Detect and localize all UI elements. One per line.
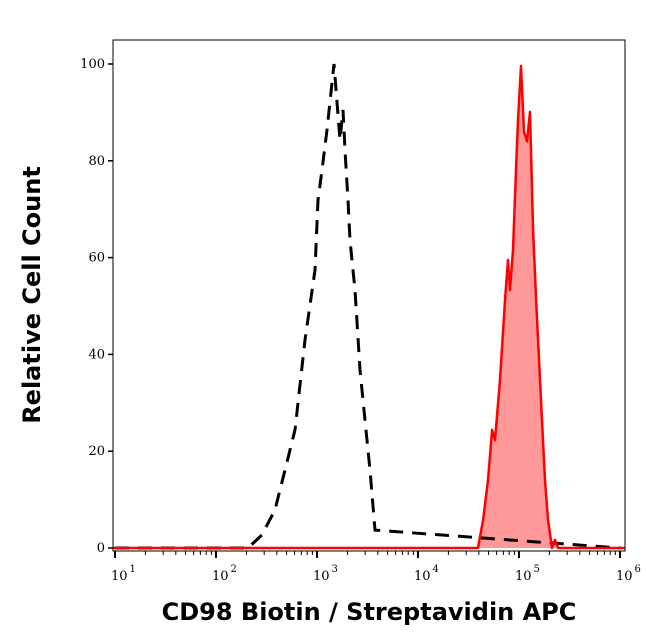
y-axis: 0 20 40 60 80 100 bbox=[80, 57, 113, 556]
y-tick-label: 20 bbox=[88, 444, 105, 459]
y-tick-label: 60 bbox=[88, 251, 105, 266]
x-axis-label: CD98 Biotin / Streptavidin APC bbox=[162, 598, 577, 626]
series-line-dashed-black bbox=[115, 63, 621, 550]
y-tick-label: 40 bbox=[88, 347, 105, 362]
y-tick-label: 0 bbox=[97, 541, 105, 556]
x-tick-label: 10 1 bbox=[111, 564, 136, 584]
y-tick-label: 80 bbox=[88, 154, 105, 169]
plot-frame bbox=[112, 39, 626, 552]
x-tick-label: 10 5 bbox=[515, 564, 540, 584]
x-axis: 10 1 10 2 10 3 10 4 10 5 10 6 bbox=[111, 551, 641, 584]
y-axis-label: Relative Cell Count bbox=[18, 166, 46, 424]
plot-area bbox=[113, 63, 625, 550]
x-tick-label: 10 4 bbox=[414, 564, 439, 584]
x-tick-label: 10 2 bbox=[212, 564, 237, 584]
x-tick-label: 10 6 bbox=[616, 564, 641, 584]
x-tick-label: 10 3 bbox=[313, 564, 338, 584]
series-line-red bbox=[113, 64, 625, 550]
y-tick-label: 100 bbox=[80, 57, 105, 72]
